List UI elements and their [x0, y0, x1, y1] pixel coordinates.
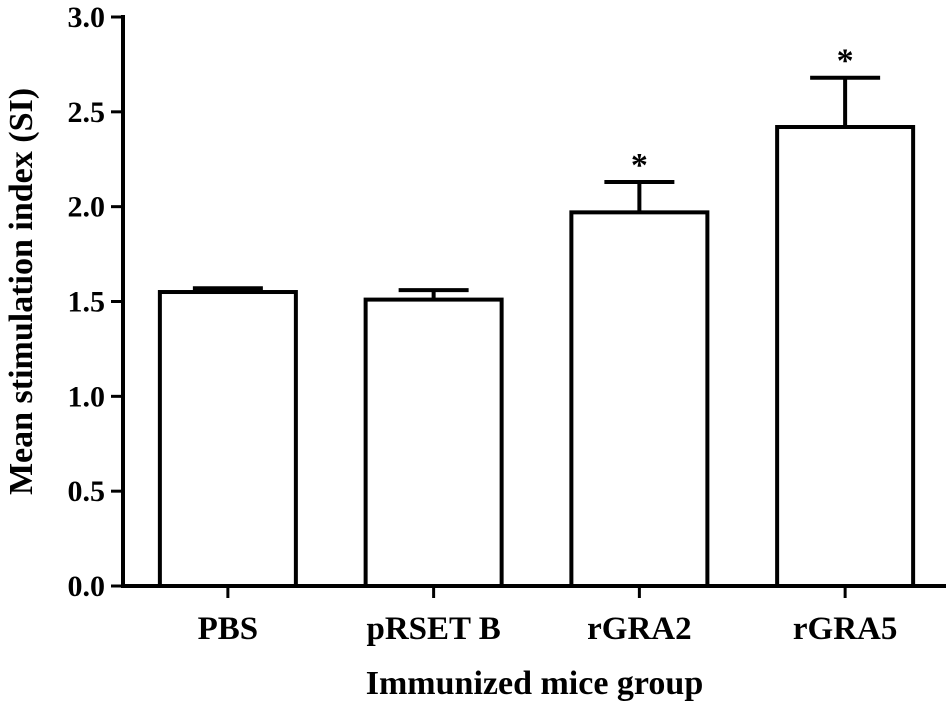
x-axis-title: Immunized mice group — [366, 665, 703, 702]
bar — [569, 210, 710, 589]
x-tick-label: rGRA5 — [793, 611, 897, 647]
significance-marker: * — [631, 147, 648, 184]
x-tick-label: rGRA2 — [587, 611, 691, 647]
bar — [363, 297, 504, 588]
x-axis-labels: PBS pRSET B rGRA2 rGRA5 — [198, 586, 897, 647]
y-tick-label: 0.0 — [68, 570, 106, 603]
x-tick-label: pRSET B — [367, 611, 501, 647]
y-tick-label: 0.5 — [68, 475, 106, 508]
y-tick-label: 1.5 — [68, 286, 106, 319]
y-tick-label: 2.5 — [68, 96, 106, 129]
bar — [775, 125, 916, 589]
y-axis-title: Mean stimulation index (SI) — [3, 88, 40, 495]
y-axis-ticks: 0.0 0.5 1.0 1.5 2.0 2.5 3.0 — [68, 1, 123, 603]
y-tick-label: 1.0 — [68, 380, 106, 413]
x-tick-label: PBS — [198, 611, 259, 647]
y-tick-label: 3.0 — [68, 1, 106, 34]
bar — [157, 290, 298, 588]
y-tick-label: 2.0 — [68, 191, 106, 224]
bars: ** — [157, 43, 916, 589]
significance-marker: * — [837, 43, 854, 80]
